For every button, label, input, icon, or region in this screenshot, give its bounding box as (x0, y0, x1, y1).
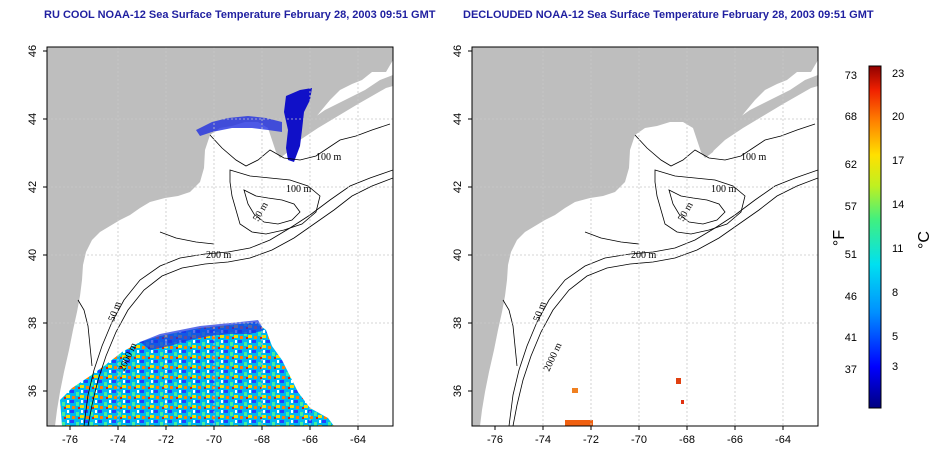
sst-patch (676, 378, 681, 384)
fahrenheit-tick: 51 (845, 249, 857, 261)
lon-tick-label: -72 (583, 434, 599, 446)
lat-tick-label: 42 (452, 181, 464, 193)
land-mass (284, 75, 393, 155)
lon-tick-label: -66 (302, 434, 318, 446)
lon-tick-label: -68 (254, 434, 270, 446)
lon-tick-label: -68 (679, 434, 695, 446)
lat-tick-label: 44 (452, 113, 464, 125)
fahrenheit-tick: 37 (845, 364, 857, 376)
isobath-label: 200 m (631, 250, 657, 261)
fahrenheit-tick: 62 (845, 159, 857, 171)
lat-tick-label: 40 (27, 249, 39, 261)
isobath-label: 100 m (741, 152, 767, 163)
land-mass (709, 75, 818, 155)
celsius-tick: 20 (892, 111, 904, 123)
right-map-frame (471, 46, 819, 427)
lat-tick-label: 42 (27, 181, 39, 193)
lon-tick-label: -74 (535, 434, 551, 446)
isobath-contours (502, 123, 818, 426)
left-map-frame (46, 46, 394, 427)
celsius-tick: 3 (892, 361, 898, 373)
fahrenheit-tick: 46 (845, 291, 857, 303)
lat-tick-label: 46 (27, 45, 39, 57)
fahrenheit-tick: 73 (845, 70, 857, 82)
fahrenheit-tick: 41 (845, 332, 857, 344)
celsius-unit-label: °C (916, 231, 933, 249)
isobath-label: 100 m (711, 184, 737, 195)
graticule (47, 47, 393, 426)
sst-patch (572, 388, 578, 393)
sst-coverage (284, 88, 312, 162)
right-map-title: DECLOUDED NOAA-12 Sea Surface Temperatur… (463, 9, 874, 21)
lon-tick-label: -64 (775, 434, 791, 446)
lat-tick-label: 36 (27, 385, 39, 397)
celsius-tick: 11 (892, 243, 903, 255)
sst-patch (681, 400, 684, 404)
sst-patch (565, 420, 593, 426)
sst-coverage (60, 322, 334, 426)
lat-tick-label: 38 (27, 317, 39, 329)
isobath-label: 100 m (286, 184, 312, 195)
left-map-title: RU COOL NOAA-12 Sea Surface Temperature … (44, 9, 436, 21)
lat-tick-label: 40 (452, 249, 464, 261)
land-mass (472, 47, 818, 426)
celsius-tick: 17 (892, 155, 904, 167)
isobath-label: 200 m (206, 250, 232, 261)
graticule (472, 47, 818, 426)
right-map-panel: 100 m 100 m 50 m 200 m 50 m 2000 m -76 -… (452, 45, 819, 446)
land-mass (47, 47, 393, 426)
lat-tick-label: 46 (452, 45, 464, 57)
lat-tick-label: 38 (452, 317, 464, 329)
lon-tick-label: -66 (727, 434, 743, 446)
lon-tick-label: -72 (158, 434, 174, 446)
colorbar-gradient (868, 65, 882, 409)
lon-tick-label: -64 (350, 434, 366, 446)
lat-tick-label: 36 (452, 385, 464, 397)
temperature-colorbar: 73 68 62 57 51 46 41 37 23 20 17 14 11 8… (831, 65, 933, 409)
fahrenheit-tick: 68 (845, 111, 857, 123)
lat-tick-label: 44 (27, 113, 39, 125)
fahrenheit-unit-label: °F (831, 230, 848, 246)
sst-coverage (196, 116, 282, 136)
lon-tick-label: -70 (631, 434, 647, 446)
lon-tick-label: -76 (487, 434, 503, 446)
celsius-tick: 14 (892, 199, 904, 211)
isobath-label: 100 m (316, 152, 342, 163)
lon-tick-label: -70 (206, 434, 222, 446)
lon-tick-label: -74 (110, 434, 126, 446)
left-map-panel: 100 m 100 m 50 m 200 m 50 m 2000 m -76 -… (27, 45, 394, 446)
celsius-tick: 23 (892, 68, 904, 80)
celsius-tick: 8 (892, 287, 898, 299)
celsius-tick: 5 (892, 331, 898, 343)
isobath-contours (77, 123, 393, 426)
fahrenheit-tick: 57 (845, 201, 857, 213)
lon-tick-label: -76 (62, 434, 78, 446)
sst-coverage (140, 320, 264, 350)
